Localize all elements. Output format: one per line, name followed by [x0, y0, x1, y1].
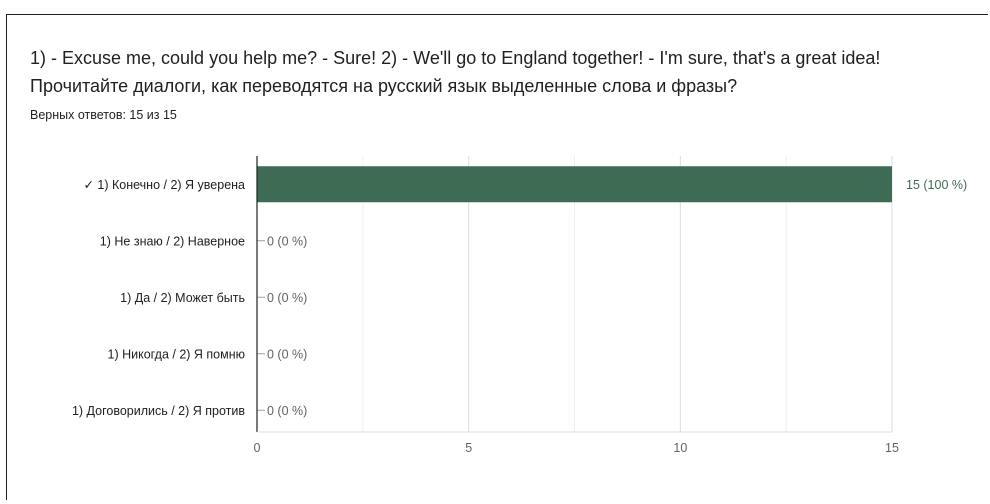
bar	[257, 166, 892, 203]
data-label: 0 (0 %)	[267, 404, 307, 418]
category-label: 1) Да / 2) Может быть	[120, 291, 245, 305]
correct-answers-count: Верных ответов: 15 из 15	[30, 108, 177, 122]
category-label: 1) Договорились / 2) Я против	[72, 404, 245, 418]
data-label: 0 (0 %)	[267, 291, 307, 305]
category-label: ✓ 1) Конечно / 2) Я уверена	[83, 178, 245, 192]
question-title: 1) - Excuse me, could you help me? - Sur…	[30, 48, 881, 96]
x-tick-label: 5	[465, 441, 472, 455]
x-tick-label: 15	[885, 441, 899, 455]
x-tick-label: 0	[254, 441, 261, 455]
data-label: 0 (0 %)	[267, 234, 307, 248]
data-label: 15 (100 %)	[906, 178, 967, 192]
question-card	[6, 14, 988, 500]
x-tick-label: 10	[673, 441, 687, 455]
category-label: 1) Не знаю / 2) Наверное	[100, 234, 245, 248]
category-label: 1) Никогда / 2) Я помню	[108, 347, 246, 361]
data-label: 0 (0 %)	[267, 347, 307, 361]
